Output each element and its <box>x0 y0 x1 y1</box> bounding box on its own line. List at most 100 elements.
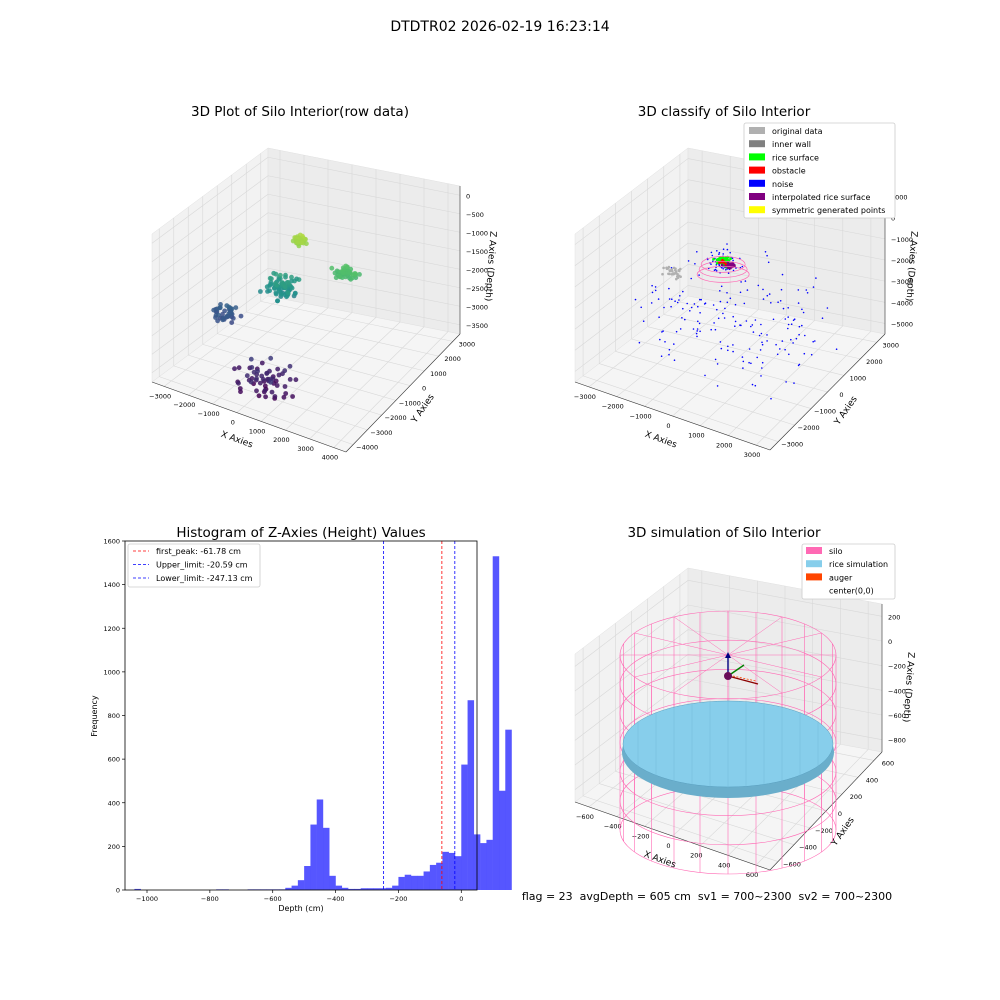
x-tick-label: 0 <box>666 842 670 850</box>
scatter-point <box>697 320 699 323</box>
x-axis-line <box>151 381 347 453</box>
histogram-bar <box>486 839 493 890</box>
silo-wire <box>727 632 822 656</box>
scatter-point <box>792 342 794 344</box>
scatter-point <box>690 306 693 309</box>
grid-line <box>687 629 883 666</box>
scatter-point <box>785 381 787 383</box>
scatter-point <box>282 368 288 374</box>
z-tick-label: −500 <box>466 211 484 219</box>
z-arrow-head <box>725 652 731 658</box>
grid-line <box>267 156 461 196</box>
scatter-point <box>815 277 817 279</box>
scatter-point <box>787 327 789 330</box>
grid-line <box>679 301 877 343</box>
scatter-point <box>764 251 767 253</box>
histogram-bar <box>367 888 374 890</box>
histogram-bar <box>291 885 299 890</box>
scatter-point <box>276 277 282 282</box>
scatter-point <box>679 328 682 330</box>
legend-frame <box>127 543 261 588</box>
x-tick-label: −2000 <box>173 401 195 409</box>
scatter-point <box>274 282 280 288</box>
scatter-point <box>690 277 692 280</box>
scatter-point <box>681 317 683 319</box>
scatter-point <box>244 373 250 379</box>
simulation-objects <box>619 610 837 875</box>
y-tick-label: −200 <box>815 827 833 835</box>
scatter-point <box>722 312 724 315</box>
scatter-point <box>715 270 718 272</box>
classify-axes: −3000 −2000 −1000 0 1000 2000 3000 −3000 −2000 −1… <box>574 147 913 459</box>
scatter-point <box>775 343 777 346</box>
y-tick-label: 2000 <box>866 358 883 366</box>
scatter-point <box>722 253 724 255</box>
y-tick-label: 3000 <box>883 341 900 349</box>
scatter-point <box>798 363 801 366</box>
scatter-point <box>802 311 805 314</box>
scatter-point <box>693 303 696 305</box>
scatter-point <box>806 292 809 294</box>
grid-line <box>663 314 861 360</box>
scatter-point <box>766 254 768 257</box>
grid-line <box>599 363 795 426</box>
y-tick-label: 0 <box>422 385 426 393</box>
histogram-bar <box>461 764 468 890</box>
y-tick-label: 1400 <box>103 581 120 589</box>
histogram-bar <box>436 862 443 890</box>
grid-line <box>260 317 377 422</box>
simulation-xlabel: X Axies <box>642 850 677 871</box>
scatter-point <box>710 263 712 266</box>
scatter-point <box>748 361 750 364</box>
grid-line <box>574 200 689 288</box>
histogram-bar <box>467 700 475 890</box>
scatter-point <box>668 348 671 351</box>
scatter-point <box>679 267 682 271</box>
x-tick-label: −800 <box>201 895 219 903</box>
scatter-point <box>732 269 735 272</box>
legend-frame <box>743 122 896 219</box>
scatter-point <box>684 318 686 321</box>
histogram-bar <box>354 888 361 890</box>
z-tick-label: −2000 <box>466 266 488 274</box>
y-tick-label: −2000 <box>798 424 820 432</box>
x-tick-label: −400 <box>604 823 622 831</box>
scatter-point <box>642 320 645 323</box>
scatter-point <box>744 280 747 282</box>
legend-label: Lower_limit: -247.13 cm <box>156 574 253 583</box>
z-tick-label: 0 <box>888 638 892 646</box>
scatter-point <box>739 291 742 294</box>
scatter-point <box>761 367 763 369</box>
scatter-point <box>814 340 816 342</box>
scatter-point <box>668 269 672 273</box>
scatter-point <box>787 323 790 326</box>
scatter-point <box>754 384 757 387</box>
scatter-point <box>724 258 727 261</box>
scatter-point <box>296 277 302 282</box>
scatter-point <box>758 334 761 337</box>
scatter-point <box>732 315 734 318</box>
z-tick-label: 200 <box>888 613 900 621</box>
histogram-bar <box>373 888 380 890</box>
y-axis-line <box>345 333 461 453</box>
histogram-bar <box>442 851 449 890</box>
scatter-point <box>254 376 259 381</box>
scatter-point <box>682 290 684 293</box>
scatter-point <box>329 265 335 271</box>
scatter-point <box>283 272 288 278</box>
scatter-point <box>710 251 713 254</box>
classify-scatter-points <box>634 243 838 400</box>
silo-ring <box>700 256 746 273</box>
scatter-point <box>674 270 678 273</box>
grid-line <box>574 629 689 716</box>
grid-line <box>285 321 401 431</box>
scatter-point <box>673 359 676 362</box>
scatter-point <box>770 397 772 400</box>
scatter-point <box>784 348 786 351</box>
y-tick-label: 0 <box>838 810 842 818</box>
scatter-point <box>750 362 752 365</box>
legend-frame <box>801 543 896 600</box>
legend-label: rice surface <box>772 153 819 162</box>
grid-line <box>267 286 461 326</box>
